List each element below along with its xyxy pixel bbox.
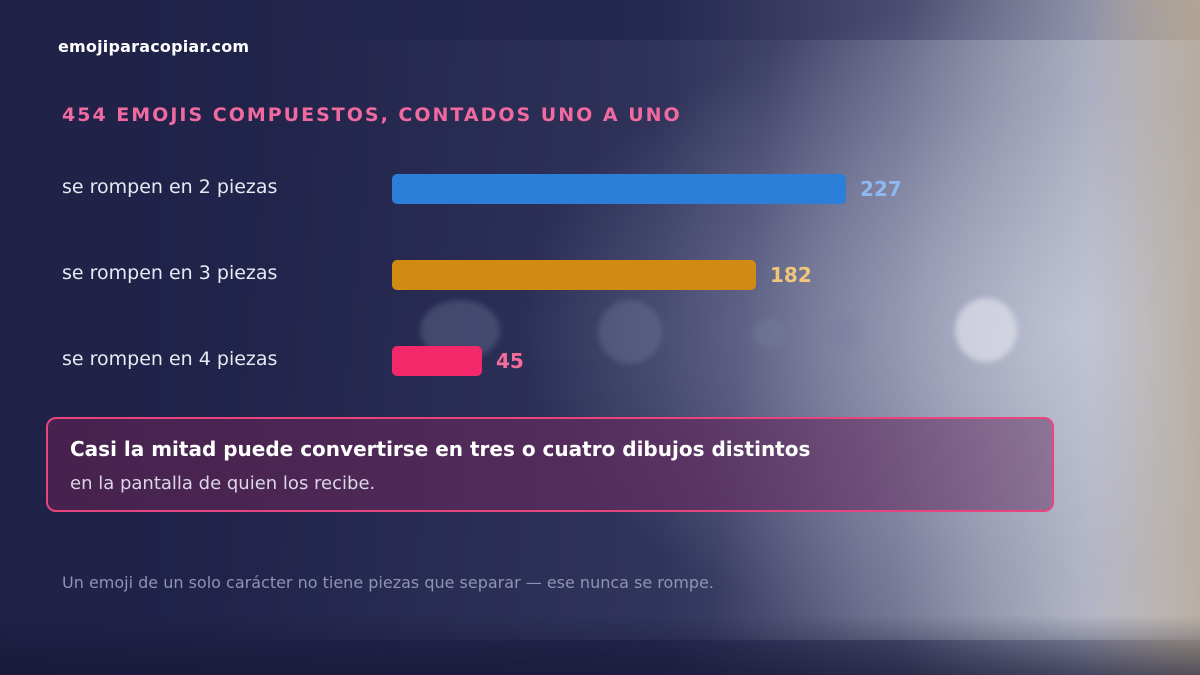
chart-title: 454 EMOJIS COMPUESTOS, CONTADOS UNO A UN… xyxy=(62,104,682,126)
brand-logo-text: emojiparacopiar.com xyxy=(58,37,250,56)
background-shade xyxy=(0,615,1200,675)
category-label: se rompen en 2 piezas xyxy=(62,176,278,198)
bar-value-label: 45 xyxy=(496,349,524,373)
callout-title: Casi la mitad puede convertirse en tres … xyxy=(70,437,811,461)
background-blob xyxy=(598,300,662,364)
category-label: se rompen en 3 piezas xyxy=(62,262,278,284)
bar-value-label: 182 xyxy=(770,263,812,287)
background-wood xyxy=(1090,0,1200,675)
callout-box: Casi la mitad puede convertirse en tres … xyxy=(46,417,1054,512)
background-blob xyxy=(955,298,1017,362)
background-blob xyxy=(752,318,786,348)
category-label: se rompen en 4 piezas xyxy=(62,348,278,370)
bar-value-label: 227 xyxy=(860,177,902,201)
background-paper xyxy=(208,40,1200,640)
bar xyxy=(392,346,482,376)
background-blob xyxy=(830,318,862,348)
callout-subtitle: en la pantalla de quien los recibe. xyxy=(70,473,376,494)
footnote: Un emoji de un solo carácter no tiene pi… xyxy=(62,573,714,592)
bar xyxy=(392,174,846,204)
bar xyxy=(392,260,756,290)
